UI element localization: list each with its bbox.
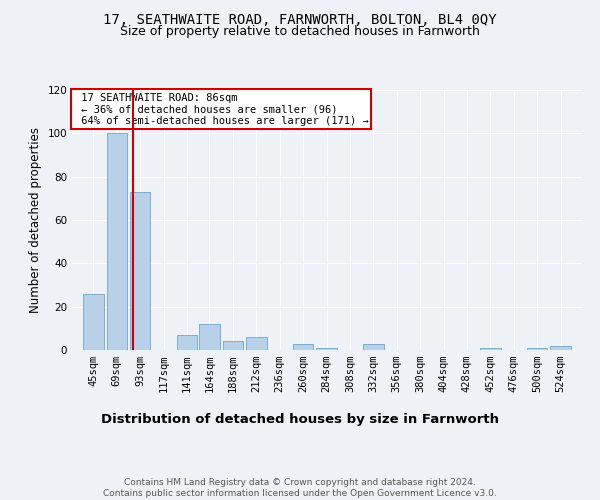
Bar [130, 192, 151, 350]
Bar [316, 348, 337, 350]
Y-axis label: Number of detached properties: Number of detached properties [29, 127, 42, 313]
Bar [177, 335, 197, 350]
Bar [550, 346, 571, 350]
Bar [293, 344, 313, 350]
Text: Distribution of detached houses by size in Farnworth: Distribution of detached houses by size … [101, 412, 499, 426]
Text: 17 SEATHWAITE ROAD: 86sqm
 ← 36% of detached houses are smaller (96)
 64% of sem: 17 SEATHWAITE ROAD: 86sqm ← 36% of detac… [74, 92, 368, 126]
Bar [107, 134, 127, 350]
Text: Contains HM Land Registry data © Crown copyright and database right 2024.
Contai: Contains HM Land Registry data © Crown c… [103, 478, 497, 498]
Bar [199, 324, 220, 350]
Bar [527, 348, 547, 350]
Bar [246, 337, 266, 350]
Bar [223, 342, 243, 350]
Bar [83, 294, 104, 350]
Text: Size of property relative to detached houses in Farnworth: Size of property relative to detached ho… [120, 25, 480, 38]
Bar [363, 344, 383, 350]
Bar [480, 348, 500, 350]
Text: 17, SEATHWAITE ROAD, FARNWORTH, BOLTON, BL4 0QY: 17, SEATHWAITE ROAD, FARNWORTH, BOLTON, … [103, 12, 497, 26]
